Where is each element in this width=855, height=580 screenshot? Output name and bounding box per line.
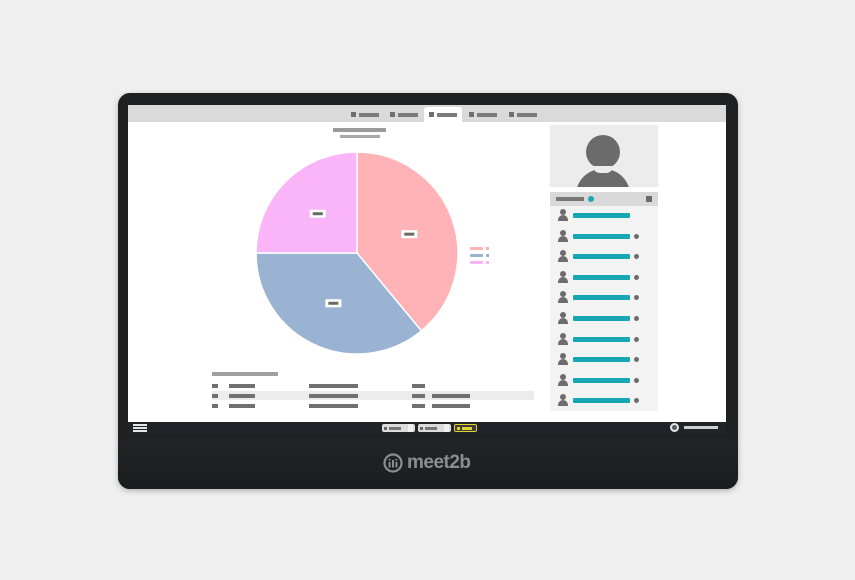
participants-list — [550, 206, 658, 411]
participant-name-placeholder — [573, 398, 630, 404]
table-row[interactable] — [212, 391, 534, 400]
participant-row[interactable] — [550, 227, 658, 247]
participant-name-placeholder — [573, 377, 630, 383]
table-row[interactable] — [212, 401, 534, 410]
person-icon — [558, 291, 568, 304]
participant-name-placeholder — [573, 254, 630, 260]
video-tile[interactable] — [550, 125, 658, 187]
chart-legend — [470, 245, 489, 266]
participant-name-placeholder — [573, 213, 630, 218]
tab-icon — [469, 112, 474, 117]
tab-icon — [509, 112, 514, 117]
status-dot-icon — [634, 233, 639, 239]
status-dot-icon — [634, 254, 639, 260]
participant-row[interactable] — [550, 391, 658, 411]
status-dot-icon — [634, 357, 639, 363]
tab-3-active[interactable] — [424, 107, 462, 122]
participant-row[interactable] — [550, 247, 658, 267]
tab-5[interactable] — [505, 107, 541, 122]
participant-row[interactable] — [550, 330, 658, 350]
brand-name: meet2b — [407, 452, 471, 473]
participant-row[interactable] — [550, 288, 658, 308]
person-icon — [558, 209, 568, 221]
legend-entry-2[interactable] — [470, 252, 489, 259]
status-dot-icon — [634, 295, 639, 301]
person-icon — [558, 394, 568, 407]
person-icon — [558, 373, 568, 386]
app-screen — [128, 105, 726, 433]
person-icon — [558, 353, 568, 366]
tab-icon — [351, 112, 356, 117]
status-dot-icon — [634, 398, 639, 404]
user-silhouette-icon — [576, 169, 630, 187]
person-icon — [558, 332, 568, 345]
tab-4[interactable] — [465, 107, 501, 122]
tab-bar — [128, 105, 726, 122]
status-dot-icon — [634, 274, 639, 280]
meet2b-logo-icon — [383, 453, 403, 473]
person-icon — [558, 250, 568, 263]
hamburger-menu-icon[interactable] — [133, 424, 147, 432]
legend-entry-3[interactable] — [470, 259, 489, 266]
participant-row[interactable] — [550, 206, 658, 226]
participant-name-placeholder — [573, 357, 630, 363]
tab-icon — [429, 112, 434, 117]
table-row[interactable] — [212, 381, 534, 390]
toolbar-button-2[interactable] — [418, 424, 451, 432]
person-icon — [558, 229, 568, 242]
participant-name-placeholder — [573, 233, 630, 239]
participant-name-placeholder — [573, 316, 630, 321]
legend-entry-1[interactable] — [470, 245, 489, 252]
bottom-toolbar — [128, 422, 726, 433]
pie-slice-label-2 — [325, 299, 342, 308]
tab-icon — [390, 112, 395, 117]
participant-row[interactable] — [550, 350, 658, 370]
participant-name-placeholder — [573, 295, 630, 301]
current-user-avatar[interactable] — [670, 423, 679, 432]
status-dot-icon — [634, 336, 639, 342]
participant-row[interactable] — [550, 371, 658, 391]
participant-row[interactable] — [550, 268, 658, 288]
pie-slice-3[interactable] — [255, 151, 358, 254]
chart-title-placeholder — [333, 128, 386, 132]
toolbar-button-1[interactable] — [382, 424, 415, 432]
participants-header[interactable] — [550, 192, 658, 206]
pie-slice-label-3 — [309, 209, 326, 218]
participant-name-placeholder — [573, 336, 630, 342]
table-title-placeholder — [212, 372, 278, 376]
person-icon — [558, 312, 568, 324]
pie-slice-1[interactable] — [356, 151, 459, 332]
tab-2[interactable] — [386, 107, 422, 122]
pie-slice-label-1 — [401, 230, 418, 239]
tablet-device — [118, 93, 738, 489]
participant-row[interactable] — [550, 309, 658, 329]
status-dot-icon — [634, 377, 639, 383]
panel-options-icon[interactable] — [646, 196, 652, 202]
status-dot-icon — [634, 316, 639, 321]
pie-chart[interactable] — [254, 150, 460, 356]
person-icon — [558, 270, 568, 283]
chart-subtitle-placeholder — [340, 135, 380, 138]
tab-1[interactable] — [347, 107, 383, 122]
online-indicator-icon — [588, 196, 594, 202]
current-user-name-placeholder — [684, 426, 718, 429]
brand-logo: meet2b — [383, 452, 471, 474]
toolbar-button-highlight[interactable] — [454, 424, 477, 432]
participant-name-placeholder — [573, 274, 630, 280]
